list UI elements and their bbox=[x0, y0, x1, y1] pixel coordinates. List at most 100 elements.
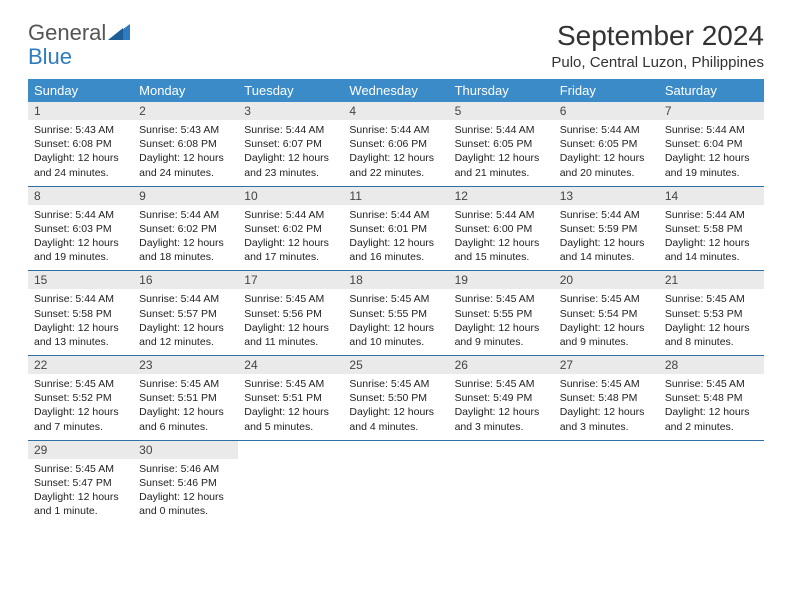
day-info: Sunrise: 5:45 AMSunset: 5:48 PMDaylight:… bbox=[554, 374, 659, 440]
daylight-line: Daylight: 12 hours and 4 minutes. bbox=[349, 405, 442, 433]
sunset-line: Sunset: 6:04 PM bbox=[665, 137, 758, 151]
day-number: 24 bbox=[238, 356, 343, 374]
day-number: 23 bbox=[133, 356, 238, 374]
daylight-line: Daylight: 12 hours and 17 minutes. bbox=[244, 236, 337, 264]
calendar-day-cell: 9Sunrise: 5:44 AMSunset: 6:02 PMDaylight… bbox=[133, 186, 238, 271]
sunset-line: Sunset: 5:55 PM bbox=[455, 307, 548, 321]
calendar-day-cell: 14Sunrise: 5:44 AMSunset: 5:58 PMDayligh… bbox=[659, 186, 764, 271]
calendar-day-cell: 24Sunrise: 5:45 AMSunset: 5:51 PMDayligh… bbox=[238, 356, 343, 441]
sunrise-line: Sunrise: 5:44 AM bbox=[560, 208, 653, 222]
day-number: 14 bbox=[659, 187, 764, 205]
daylight-line: Daylight: 12 hours and 3 minutes. bbox=[560, 405, 653, 433]
day-number: 26 bbox=[449, 356, 554, 374]
day-number: 25 bbox=[343, 356, 448, 374]
calendar-day-cell bbox=[449, 440, 554, 524]
day-info: Sunrise: 5:44 AMSunset: 6:07 PMDaylight:… bbox=[238, 120, 343, 186]
day-info: Sunrise: 5:45 AMSunset: 5:54 PMDaylight:… bbox=[554, 289, 659, 355]
daylight-line: Daylight: 12 hours and 1 minute. bbox=[34, 490, 127, 518]
day-number: 10 bbox=[238, 187, 343, 205]
sunrise-line: Sunrise: 5:45 AM bbox=[34, 377, 127, 391]
calendar-day-cell: 15Sunrise: 5:44 AMSunset: 5:58 PMDayligh… bbox=[28, 271, 133, 356]
day-info: Sunrise: 5:44 AMSunset: 6:06 PMDaylight:… bbox=[343, 120, 448, 186]
sunrise-line: Sunrise: 5:43 AM bbox=[34, 123, 127, 137]
sunrise-line: Sunrise: 5:45 AM bbox=[349, 377, 442, 391]
day-info: Sunrise: 5:45 AMSunset: 5:51 PMDaylight:… bbox=[238, 374, 343, 440]
daylight-line: Daylight: 12 hours and 5 minutes. bbox=[244, 405, 337, 433]
daylight-line: Daylight: 12 hours and 9 minutes. bbox=[560, 321, 653, 349]
daylight-line: Daylight: 12 hours and 3 minutes. bbox=[455, 405, 548, 433]
calendar-week-row: 1Sunrise: 5:43 AMSunset: 6:08 PMDaylight… bbox=[28, 102, 764, 186]
daylight-line: Daylight: 12 hours and 24 minutes. bbox=[34, 151, 127, 179]
day-info: Sunrise: 5:45 AMSunset: 5:53 PMDaylight:… bbox=[659, 289, 764, 355]
day-info: Sunrise: 5:44 AMSunset: 5:58 PMDaylight:… bbox=[659, 205, 764, 271]
sunset-line: Sunset: 5:46 PM bbox=[139, 476, 232, 490]
calendar-day-cell: 1Sunrise: 5:43 AMSunset: 6:08 PMDaylight… bbox=[28, 102, 133, 186]
day-number: 16 bbox=[133, 271, 238, 289]
calendar-day-cell: 8Sunrise: 5:44 AMSunset: 6:03 PMDaylight… bbox=[28, 186, 133, 271]
sunrise-line: Sunrise: 5:44 AM bbox=[665, 208, 758, 222]
day-info: Sunrise: 5:44 AMSunset: 6:02 PMDaylight:… bbox=[133, 205, 238, 271]
day-info: Sunrise: 5:46 AMSunset: 5:46 PMDaylight:… bbox=[133, 459, 238, 525]
weekday-header-row: SundayMondayTuesdayWednesdayThursdayFrid… bbox=[28, 79, 764, 102]
calendar-day-cell: 18Sunrise: 5:45 AMSunset: 5:55 PMDayligh… bbox=[343, 271, 448, 356]
calendar-day-cell: 17Sunrise: 5:45 AMSunset: 5:56 PMDayligh… bbox=[238, 271, 343, 356]
calendar-day-cell: 26Sunrise: 5:45 AMSunset: 5:49 PMDayligh… bbox=[449, 356, 554, 441]
sunset-line: Sunset: 6:00 PM bbox=[455, 222, 548, 236]
calendar-day-cell: 3Sunrise: 5:44 AMSunset: 6:07 PMDaylight… bbox=[238, 102, 343, 186]
day-number: 5 bbox=[449, 102, 554, 120]
sunrise-line: Sunrise: 5:45 AM bbox=[139, 377, 232, 391]
day-info: Sunrise: 5:44 AMSunset: 6:05 PMDaylight:… bbox=[449, 120, 554, 186]
day-number: 12 bbox=[449, 187, 554, 205]
day-number: 2 bbox=[133, 102, 238, 120]
daylight-line: Daylight: 12 hours and 20 minutes. bbox=[560, 151, 653, 179]
calendar-table: SundayMondayTuesdayWednesdayThursdayFrid… bbox=[28, 79, 764, 524]
sunset-line: Sunset: 6:02 PM bbox=[244, 222, 337, 236]
title-block: September 2024 Pulo, Central Luzon, Phil… bbox=[551, 20, 764, 71]
daylight-line: Daylight: 12 hours and 6 minutes. bbox=[139, 405, 232, 433]
sunrise-line: Sunrise: 5:44 AM bbox=[34, 208, 127, 222]
daylight-line: Daylight: 12 hours and 8 minutes. bbox=[665, 321, 758, 349]
sunrise-line: Sunrise: 5:44 AM bbox=[244, 208, 337, 222]
sunset-line: Sunset: 6:08 PM bbox=[139, 137, 232, 151]
day-number: 13 bbox=[554, 187, 659, 205]
weekday-header: Sunday bbox=[28, 79, 133, 102]
sunrise-line: Sunrise: 5:45 AM bbox=[560, 292, 653, 306]
sunset-line: Sunset: 5:48 PM bbox=[560, 391, 653, 405]
day-number: 27 bbox=[554, 356, 659, 374]
sunrise-line: Sunrise: 5:45 AM bbox=[560, 377, 653, 391]
sunrise-line: Sunrise: 5:46 AM bbox=[139, 462, 232, 476]
sunset-line: Sunset: 5:50 PM bbox=[349, 391, 442, 405]
day-info: Sunrise: 5:45 AMSunset: 5:49 PMDaylight:… bbox=[449, 374, 554, 440]
day-info: Sunrise: 5:44 AMSunset: 5:58 PMDaylight:… bbox=[28, 289, 133, 355]
sunset-line: Sunset: 5:47 PM bbox=[34, 476, 127, 490]
daylight-line: Daylight: 12 hours and 14 minutes. bbox=[665, 236, 758, 264]
daylight-line: Daylight: 12 hours and 23 minutes. bbox=[244, 151, 337, 179]
daylight-line: Daylight: 12 hours and 13 minutes. bbox=[34, 321, 127, 349]
day-number: 7 bbox=[659, 102, 764, 120]
brand-logo: General bbox=[28, 20, 130, 46]
weekday-header: Wednesday bbox=[343, 79, 448, 102]
calendar-day-cell bbox=[659, 440, 764, 524]
sunset-line: Sunset: 6:05 PM bbox=[455, 137, 548, 151]
day-info: Sunrise: 5:45 AMSunset: 5:50 PMDaylight:… bbox=[343, 374, 448, 440]
day-number: 21 bbox=[659, 271, 764, 289]
day-info: Sunrise: 5:45 AMSunset: 5:56 PMDaylight:… bbox=[238, 289, 343, 355]
calendar-day-cell: 6Sunrise: 5:44 AMSunset: 6:05 PMDaylight… bbox=[554, 102, 659, 186]
day-number: 1 bbox=[28, 102, 133, 120]
daylight-line: Daylight: 12 hours and 18 minutes. bbox=[139, 236, 232, 264]
day-info: Sunrise: 5:43 AMSunset: 6:08 PMDaylight:… bbox=[133, 120, 238, 186]
brand-triangle-icon bbox=[108, 20, 130, 46]
calendar-day-cell: 12Sunrise: 5:44 AMSunset: 6:00 PMDayligh… bbox=[449, 186, 554, 271]
sunrise-line: Sunrise: 5:45 AM bbox=[665, 292, 758, 306]
sunset-line: Sunset: 5:58 PM bbox=[665, 222, 758, 236]
daylight-line: Daylight: 12 hours and 16 minutes. bbox=[349, 236, 442, 264]
daylight-line: Daylight: 12 hours and 9 minutes. bbox=[455, 321, 548, 349]
sunrise-line: Sunrise: 5:43 AM bbox=[139, 123, 232, 137]
day-info: Sunrise: 5:43 AMSunset: 6:08 PMDaylight:… bbox=[28, 120, 133, 186]
day-number: 3 bbox=[238, 102, 343, 120]
brand-name-part1: General bbox=[28, 20, 106, 46]
calendar-day-cell: 13Sunrise: 5:44 AMSunset: 5:59 PMDayligh… bbox=[554, 186, 659, 271]
sunrise-line: Sunrise: 5:44 AM bbox=[139, 208, 232, 222]
daylight-line: Daylight: 12 hours and 10 minutes. bbox=[349, 321, 442, 349]
weekday-header: Thursday bbox=[449, 79, 554, 102]
